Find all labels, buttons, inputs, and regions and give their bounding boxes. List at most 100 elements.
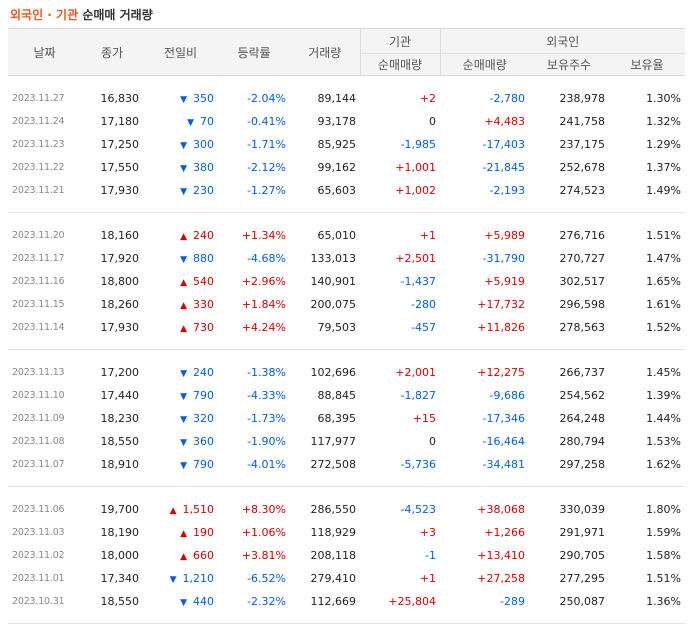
change-value: 790 <box>193 458 214 471</box>
cell-volume: 93,178 <box>317 115 357 128</box>
cell-institution-net: -457 <box>411 321 436 334</box>
cell-date: 2023.11.09 <box>12 413 65 424</box>
cell-foreign-net: +13,410 <box>477 549 525 562</box>
cell-institution-net: -1,985 <box>400 138 436 151</box>
cell-volume: 102,696 <box>310 366 357 379</box>
cell-rate: -6.52% <box>247 572 286 585</box>
cell-ratio: 1.39% <box>646 389 682 402</box>
cell-volume: 118,929 <box>310 526 357 539</box>
cell-institution-net: -4,523 <box>400 503 436 516</box>
triangle-down-icon: ▼ <box>180 255 187 265</box>
cell-change: ▼ 320 <box>143 407 218 430</box>
cell-ratio: 1.53% <box>646 435 682 448</box>
cell-foreign-net: -34,481 <box>482 458 525 471</box>
cell-rate: +8.30% <box>241 503 286 516</box>
cell-volume: 85,925 <box>317 138 357 151</box>
cell-institution-net: +1 <box>419 572 436 585</box>
cell-change: ▲ 190 <box>143 521 218 544</box>
change-value: 330 <box>193 298 214 311</box>
cell-ratio: 1.59% <box>646 526 682 539</box>
cell-institution-net: -1,827 <box>400 389 436 402</box>
table-row: 2023.11.23 17,250 ▼ 300 -1.71% 85,925 -1,985 -1… <box>8 133 685 156</box>
header-foreign-net: 순매매량 <box>439 53 529 76</box>
panel-title-highlight: 외국인 · 기관 <box>10 8 79 22</box>
cell-holdings: 277,295 <box>559 572 606 585</box>
header-holdings: 보유주수 <box>529 53 609 76</box>
group-divider <box>8 613 686 624</box>
cell-institution-net: +1,001 <box>395 161 436 174</box>
cell-volume: 140,901 <box>310 275 357 288</box>
header-close: 종가 <box>81 28 143 76</box>
cell-close: 18,550 <box>100 435 140 448</box>
change-value: 360 <box>193 435 214 448</box>
change-value: 1,210 <box>182 572 215 585</box>
table-row: 2023.11.10 17,440 ▼ 790 -4.33% 88,845 -1,827 -9… <box>8 384 685 407</box>
cell-change: ▼ 790 <box>143 384 218 407</box>
cell-ratio: 1.36% <box>646 595 682 608</box>
cell-holdings: 264,248 <box>559 412 606 425</box>
cell-ratio: 1.32% <box>646 115 682 128</box>
change-value: 240 <box>193 366 214 379</box>
cell-foreign-net: -17,346 <box>482 412 525 425</box>
cell-ratio: 1.61% <box>646 298 682 311</box>
cell-rate: -2.32% <box>247 595 286 608</box>
cell-holdings: 297,258 <box>559 458 606 471</box>
table-row: 2023.11.17 17,920 ▼ 880 -4.68% 133,013 +2,501 -… <box>8 247 685 270</box>
cell-volume: 272,508 <box>310 458 357 471</box>
group-divider <box>8 476 686 487</box>
cell-rate: -1.27% <box>247 184 286 197</box>
cell-institution-net: -5,736 <box>400 458 436 471</box>
triangle-down-icon: ▼ <box>187 118 194 128</box>
cell-foreign-net: -21,845 <box>482 161 525 174</box>
cell-close: 17,930 <box>100 184 140 197</box>
cell-close: 17,930 <box>100 321 140 334</box>
cell-holdings: 330,039 <box>559 503 606 516</box>
cell-date: 2023.11.20 <box>12 230 65 241</box>
cell-volume: 286,550 <box>310 503 357 516</box>
cell-foreign-net: +4,483 <box>484 115 525 128</box>
cell-change: ▼ 380 <box>143 156 218 179</box>
cell-change: ▼ 230 <box>143 179 218 202</box>
cell-change: ▲ 330 <box>143 293 218 316</box>
cell-date: 2023.11.24 <box>12 116 65 127</box>
change-value: 190 <box>193 526 214 539</box>
cell-date: 2023.11.15 <box>12 299 65 310</box>
cell-change: ▼ 1,210 <box>143 567 218 590</box>
header-rate: 등락률 <box>218 28 290 76</box>
change-value: 230 <box>193 184 214 197</box>
cell-ratio: 1.52% <box>646 321 682 334</box>
cell-date: 2023.11.22 <box>12 162 65 173</box>
cell-holdings: 252,678 <box>559 161 606 174</box>
change-value: 790 <box>193 389 214 402</box>
triangle-down-icon: ▼ <box>180 369 187 379</box>
cell-date: 2023.11.14 <box>12 322 65 333</box>
cell-volume: 200,075 <box>310 298 357 311</box>
cell-institution-net: +25,804 <box>388 595 436 608</box>
change-value: 540 <box>193 275 214 288</box>
cell-rate: +1.84% <box>241 298 286 311</box>
cell-rate: +3.81% <box>241 549 286 562</box>
cell-volume: 88,845 <box>317 389 357 402</box>
cell-ratio: 1.51% <box>646 572 682 585</box>
cell-change: ▼ 240 <box>143 361 218 384</box>
cell-ratio: 1.80% <box>646 503 682 516</box>
cell-volume: 279,410 <box>310 572 357 585</box>
cell-rate: -0.41% <box>247 115 286 128</box>
cell-date: 2023.11.27 <box>12 93 65 104</box>
cell-rate: -4.33% <box>247 389 286 402</box>
cell-institution-net: +2,001 <box>395 366 436 379</box>
table-row: 2023.11.24 17,180 ▼ 70 -0.41% 93,178 0 +4,483 24… <box>8 110 685 133</box>
cell-close: 18,230 <box>100 412 140 425</box>
cell-holdings: 254,562 <box>559 389 606 402</box>
cell-institution-net: +1,002 <box>395 184 436 197</box>
group-spacer-top <box>8 487 685 499</box>
cell-volume: 65,603 <box>317 184 357 197</box>
investor-trading-panel: 외국인 · 기관 순매매 거래량 날짜 종가 전일비 등락률 거래량 기관 외국… <box>8 8 686 624</box>
cell-volume: 89,144 <box>317 92 357 105</box>
cell-ratio: 1.51% <box>646 229 682 242</box>
divider-cell <box>8 339 686 350</box>
table-row: 2023.11.01 17,340 ▼ 1,210 -6.52% 279,410 +1 +27… <box>8 567 685 590</box>
table-row: 2023.11.06 19,700 ▲ 1,510 +8.30% 286,550 -4,52… <box>8 498 685 521</box>
cell-foreign-net: -9,686 <box>489 389 525 402</box>
table-row: 2023.11.08 18,550 ▼ 360 -1.90% 117,977 0 -16,46… <box>8 430 685 453</box>
